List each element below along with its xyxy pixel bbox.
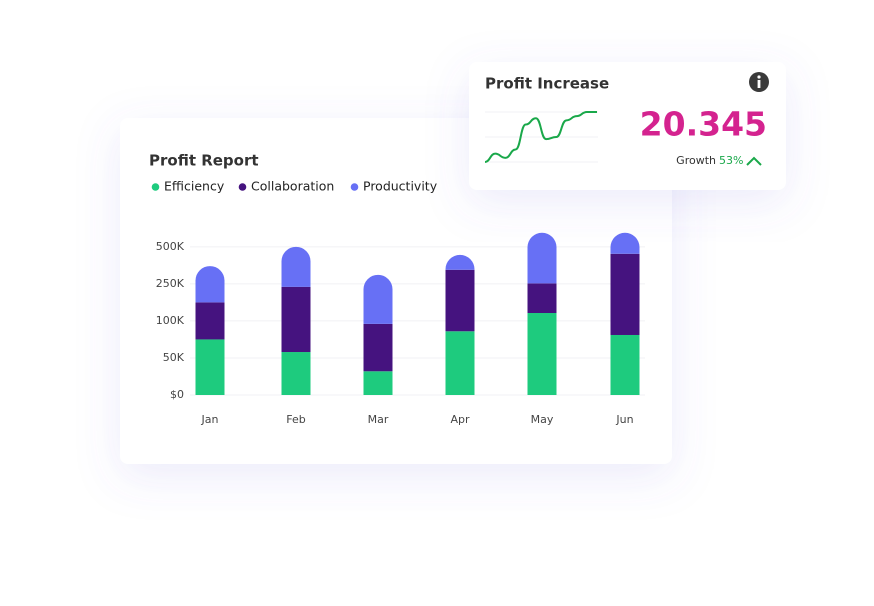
growth-value: 53% — [719, 154, 743, 167]
bar-segment — [281, 246, 311, 287]
y-tick-label: 500K — [156, 240, 185, 253]
chart-title: Profit Report — [149, 152, 259, 170]
x-tick-label: May — [531, 413, 554, 426]
x-tick-label: Mar — [368, 413, 389, 426]
y-tick-label: $0 — [170, 388, 184, 401]
sparkline — [484, 111, 598, 163]
x-tick-label: Jun — [615, 413, 633, 426]
bar-segment — [445, 331, 475, 395]
bar-segment — [610, 253, 640, 335]
bar-segment — [527, 313, 557, 395]
kpi-value: 20.345 — [640, 105, 767, 144]
kpi-title: Profit Increase — [485, 75, 609, 93]
bar-segment — [195, 266, 225, 303]
bar-segment — [363, 323, 393, 372]
legend-label: Collaboration — [251, 179, 334, 194]
sparkline-path — [484, 111, 597, 163]
growth-label: Growth — [676, 154, 716, 167]
x-tick-label: Feb — [286, 413, 305, 426]
legend-dot — [151, 183, 160, 191]
legend-label: Productivity — [363, 179, 438, 194]
bar-segment — [363, 371, 393, 395]
bar-segment — [610, 232, 640, 254]
bar-segment — [281, 286, 311, 353]
bar-segment — [281, 352, 311, 395]
bar-segment — [195, 339, 225, 395]
bar-segment — [527, 232, 557, 284]
bar-segment — [527, 283, 557, 314]
bar-segment — [363, 274, 393, 324]
legend-label: Efficiency — [164, 179, 225, 194]
kpi-card — [469, 62, 786, 190]
legend-dot — [238, 183, 247, 191]
y-tick-label: 100K — [156, 314, 185, 327]
bar-segment — [610, 334, 640, 395]
info-icon[interactable] — [749, 72, 769, 92]
x-tick-label: Jan — [201, 413, 219, 426]
x-tick-label: Apr — [450, 413, 470, 426]
bar-segment — [445, 269, 475, 332]
legend-dot — [350, 183, 359, 191]
y-tick-label: 250K — [156, 277, 185, 290]
y-tick-label: 50K — [163, 351, 185, 364]
growth-arrow — [746, 156, 762, 166]
bar-segment — [445, 254, 475, 270]
bar-chart: $0 50K 100K 250K 500K Efficiency Collaboration… — [151, 179, 645, 426]
bar-segment — [195, 302, 225, 340]
